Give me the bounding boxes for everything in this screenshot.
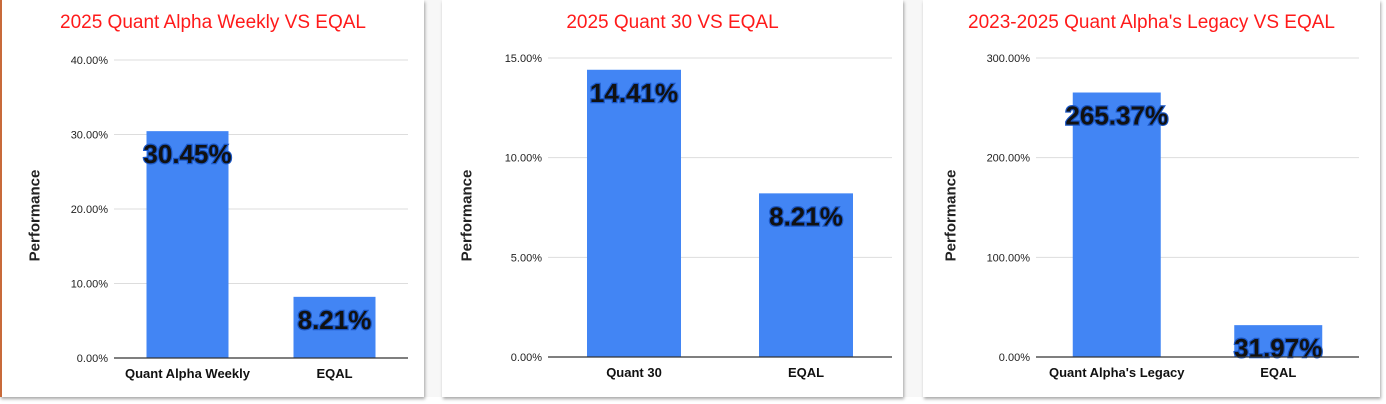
chart-panel-1: 2025 Quant Alpha Weekly VS EQAL Performa… [0,0,424,397]
x-category-label: Quant Alpha Weekly [125,366,251,381]
data-label: 265.37% [1065,101,1168,131]
x-category-label: Quant 30 [606,365,662,380]
data-label: 30.45% [143,139,231,169]
data-label: 31.97% [1234,333,1322,363]
bar [293,296,376,358]
chart-plot: 0.00% 5.00% 10.00% 15.00% 14.41% Quant 30 8.21… [505,53,892,380]
panel-separator [903,0,923,397]
y-tick-label: 100.00% [987,252,1031,264]
data-label: 8.21% [769,201,843,231]
bar [1234,325,1323,357]
chart-panel-3: 2023-2025 Quant Alpha's Legacy VS EQAL P… [923,0,1380,397]
y-tick-label: 300.00% [987,53,1031,65]
bar [146,131,229,358]
chart-panel-2: 2025 Quant 30 VS EQAL Performance 0.00% 5… [442,0,903,397]
y-tick-label: 5.00% [511,252,542,264]
panel-separator [422,0,442,397]
y-tick-label: 40.00% [71,55,109,67]
chart-title: 2025 Quant Alpha Weekly VS EQAL [60,12,366,33]
y-tick-label: 0.00% [511,352,542,364]
bar [1072,92,1161,358]
y-tick-label: 0.00% [999,352,1030,364]
x-category-label: EQAL [788,365,824,380]
chart-plot: 0.00% 10.00% 20.00% 30.00% 40.00% 30.45% Quant… [71,55,408,381]
x-category-label: EQAL [316,366,352,381]
bar [759,193,853,357]
y-tick-label: 10.00% [71,279,109,291]
chart-title: 2023-2025 Quant Alpha's Legacy VS EQAL [968,12,1335,33]
data-label: 8.21% [298,305,372,335]
chart-title: 2025 Quant 30 VS EQAL [566,12,779,33]
data-label: 14.41% [590,78,678,108]
y-tick-label: 0.00% [77,353,108,365]
y-tick-label: 200.00% [987,153,1031,165]
y-tick-label: 15.00% [505,53,543,65]
y-tick-label: 20.00% [71,204,109,216]
y-tick-label: 10.00% [505,153,543,165]
chart-plot: 0.00% 100.00% 200.00% 300.00% 265.37% Quant A… [987,53,1359,380]
bar [587,69,681,357]
y-tick-label: 30.00% [71,130,109,142]
x-category-label: Quant Alpha's Legacy [1049,365,1185,380]
x-category-label: EQAL [1260,365,1296,380]
